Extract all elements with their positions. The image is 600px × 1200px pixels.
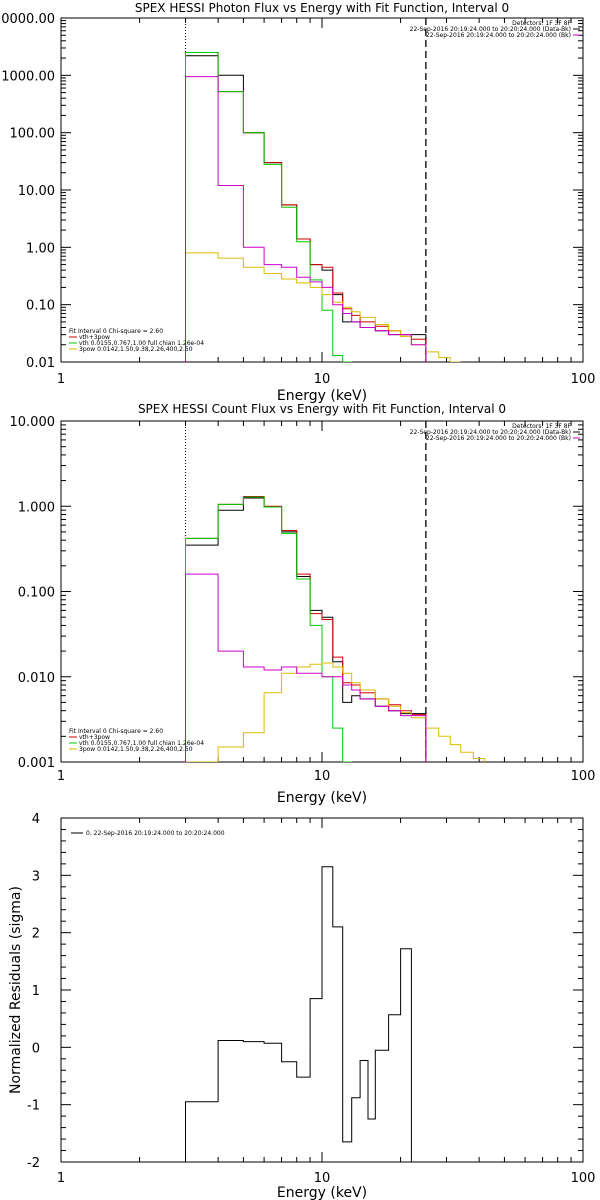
x-tick-label: 10 <box>314 372 331 387</box>
y-tick-label: 1000.00 <box>1 69 55 84</box>
y-tick-label: 1.000 <box>18 500 55 515</box>
y-tick-label: 0.001 <box>18 756 55 771</box>
x-tick-label: 100 <box>571 372 596 387</box>
y-tick-label: 0.10 <box>26 299 55 314</box>
legend-bottom-text: 3pow 0.0142,1.50,9.38,2.26,400,2.50 <box>79 346 193 353</box>
y-tick-label: 0.100 <box>18 586 55 601</box>
y-tick-label: 0.01 <box>26 356 55 371</box>
y-tick-label: 1 <box>32 984 40 999</box>
series-vth-line <box>185 52 352 362</box>
y-tick-label: 0.010 <box>18 671 55 686</box>
legend-bottom-text: vth 0.0155,0.767,1.00 full chian 1.26e-0… <box>79 740 204 747</box>
y-tick-label: -2 <box>27 1156 40 1171</box>
x-axis-label: Energy (keV) <box>277 1185 367 1200</box>
chart-title-1: SPEX HESSI Photon Flux vs Energy with Fi… <box>135 1 509 15</box>
legend-top-text: 22-Sep-2016 20:19:24.000 to 20:20:24.000… <box>426 435 571 442</box>
x-tick-label: 1 <box>57 372 65 387</box>
legend-bottom-text: Fit Interval 0 Chi-square = 2.60 <box>69 728 163 735</box>
y-tick-label: -1 <box>27 1099 40 1114</box>
legend-bottom-text: vth+3pow <box>79 734 110 741</box>
y-tick-label: 10000.00 <box>0 12 55 27</box>
x-axis-label: Energy (keV) <box>277 388 367 404</box>
legend-bottom-text: 3pow 0.0142,1.50,9.38,2.26,400,2.50 <box>79 746 193 753</box>
x-tick-label: 100 <box>571 1171 596 1186</box>
legend-bottom-text: vth 0.0155,0.767,1.00 full chian 1.26e-0… <box>79 340 204 347</box>
y-tick-label: 10.000 <box>10 415 56 430</box>
legend-top-text: 0, 22-Sep-2016 20:19:24.000 to 20:20:24.… <box>86 830 225 837</box>
x-tick-label: 1 <box>57 769 65 784</box>
series-vth-3pow-line <box>185 52 427 362</box>
y-tick-label: 10.00 <box>18 184 55 199</box>
legend-top-text: 22-Sep-2016 20:19:24.000 to 20:20:24.000… <box>426 32 571 39</box>
x-tick-label: 100 <box>571 769 596 784</box>
series-3pow-line <box>185 252 461 362</box>
legend-top-text: 22-Sep-2016 20:19:24.000 to 20:20:24.000… <box>410 429 571 436</box>
legend-top-text: 22-Sep-2016 20:19:24.000 to 20:20:24.000… <box>410 26 571 33</box>
series-vth-3pow-line <box>185 496 427 762</box>
series-data-bk-line <box>185 497 427 762</box>
y-tick-label: 4 <box>32 812 40 827</box>
y-tick-label: 100.00 <box>10 127 56 142</box>
series-bk-line <box>185 76 427 362</box>
y-tick-label: 2 <box>32 927 40 942</box>
legend-top-text: Detectors: 1F 3F 8F <box>512 20 571 27</box>
y-tick-label: 1.00 <box>26 241 55 256</box>
legend-top-text: Detectors: 1F 3F 8F <box>512 423 571 430</box>
legend-bottom-text: vth+3pow <box>79 334 110 341</box>
x-tick-label: 1 <box>57 1171 65 1186</box>
y-tick-label: 0 <box>32 1041 40 1056</box>
series-bk-line <box>185 573 427 762</box>
y-tick-label: 3 <box>32 869 40 884</box>
x-tick-label: 10 <box>314 769 331 784</box>
x-tick-label: 10 <box>314 1171 331 1186</box>
plot-frame-2 <box>60 420 584 763</box>
series-data-bk-line <box>185 55 427 362</box>
legend-bottom-text: Fit Interval 0 Chi-square = 2.60 <box>69 328 163 335</box>
series-residuals-line <box>185 866 412 1162</box>
series-vth-line <box>185 496 352 762</box>
y-axis-label: Normalized Residuals (sigma) <box>8 886 24 1094</box>
series-3pow-line <box>185 662 486 762</box>
chart-title-2: SPEX HESSI Count Flux vs Energy with Fit… <box>138 402 506 416</box>
x-axis-label: Energy (keV) <box>277 790 367 806</box>
